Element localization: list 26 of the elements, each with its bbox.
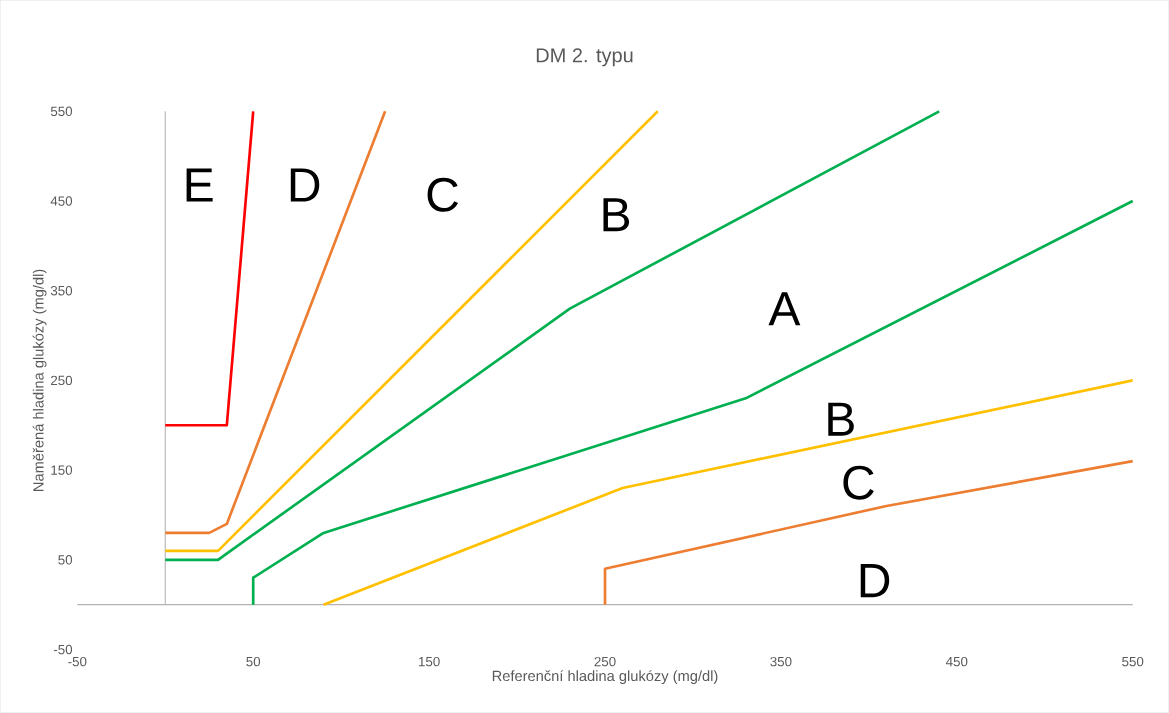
annotation: C	[427, 177, 458, 212]
annotation: D	[290, 168, 320, 202]
annotation: B	[603, 198, 630, 232]
y-tick-label: 550	[50, 106, 73, 117]
annotation: B	[828, 402, 854, 436]
x-tick-label: 250	[594, 656, 616, 667]
y-tick-label: 350	[50, 286, 73, 296]
y-axis-title: Naměřená hladina glukózy (mg/dl)	[32, 269, 47, 492]
line-series	[603, 459, 1135, 607]
y-tick-label: 150	[51, 465, 73, 475]
x-axis-title: Referenční hladina glukózy (mg/dl)	[492, 670, 718, 685]
x-tick-label: 450	[946, 656, 968, 667]
annotation: E	[186, 168, 213, 202]
x-tick-label: 50	[246, 656, 261, 667]
annotation: C	[843, 465, 874, 500]
x-tick-label: 550	[1122, 656, 1144, 667]
y-tick-label: -50	[53, 644, 73, 655]
x-tick-label: 150	[419, 656, 440, 667]
chart-title: DM 2. typu	[536, 48, 633, 67]
y-tick-label: 250	[51, 375, 73, 386]
y-tick-label: 450	[50, 196, 73, 206]
x-tick-label: 350	[770, 656, 792, 667]
x-tick-label: -50	[68, 656, 87, 667]
annotation: D	[860, 564, 890, 598]
y-tick-label: 50	[58, 555, 73, 565]
annotation: A	[768, 292, 801, 326]
